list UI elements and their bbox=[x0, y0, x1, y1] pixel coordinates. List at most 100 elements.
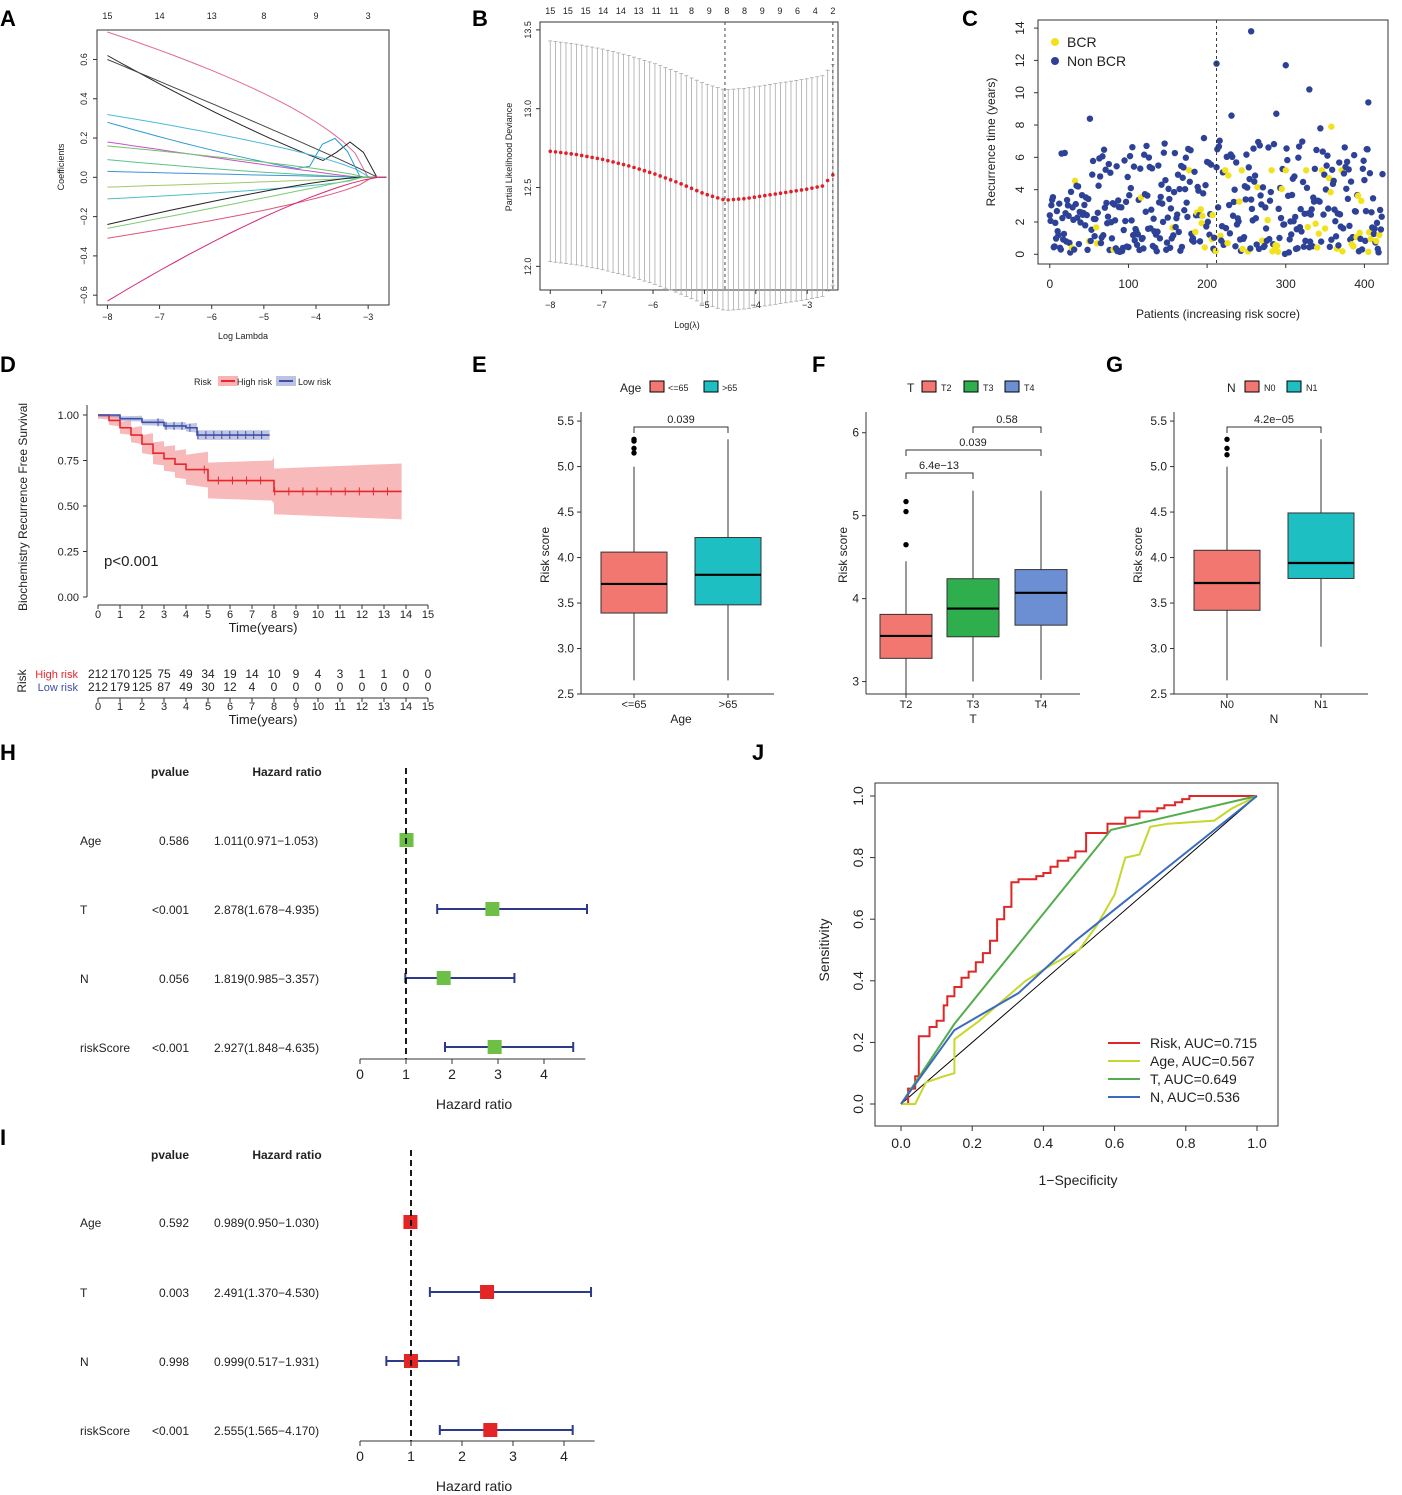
panel-c-frame bbox=[1037, 19, 1389, 265]
panel-b-toptick-label: 8 bbox=[724, 6, 729, 16]
panel-c-point-nonbcr bbox=[1251, 178, 1258, 185]
panel-c-point-nonbcr bbox=[1262, 225, 1270, 232]
panel-b-point bbox=[726, 198, 731, 202]
panel-e-outlier bbox=[631, 445, 637, 452]
panel-c-point-nonbcr bbox=[1323, 162, 1330, 169]
panel-d: Risk High risk Low risk 0.00 0.25 0.50 0.75… bbox=[15, 376, 434, 727]
panel-c-point-bcr bbox=[1356, 229, 1363, 237]
panel-b-point bbox=[642, 168, 647, 173]
panel-c-point-bcr bbox=[1373, 237, 1380, 245]
panel-f-legend-3: T4 bbox=[1024, 383, 1035, 393]
panel-b-error-bars bbox=[548, 40, 835, 311]
panel-c-point-nonbcr bbox=[1061, 149, 1068, 157]
panel-b-point bbox=[721, 197, 725, 202]
panel-c-point-nonbcr bbox=[1280, 221, 1288, 228]
panel-g: N N0 N1 2.5 3.0 3.5 4.0 4.5 5.0 5.5 N0 N1 4.2e−… bbox=[1131, 380, 1368, 726]
panel-b-point bbox=[715, 196, 720, 200]
panel-c-point-nonbcr bbox=[1226, 230, 1234, 237]
panel-c-point-nonbcr bbox=[1118, 204, 1125, 211]
panel-c-point-nonbcr bbox=[1170, 188, 1178, 196]
panel-b-point bbox=[705, 192, 710, 197]
panel-d-table-cell: 179 bbox=[110, 680, 130, 694]
panel-a-xtick-label: −6 bbox=[207, 312, 217, 322]
panel-c-ytick-label: 14 bbox=[1013, 21, 1027, 35]
panel-b-point bbox=[637, 167, 642, 171]
panel-c-point-nonbcr bbox=[1154, 228, 1161, 235]
panel-c-point-nonbcr bbox=[1184, 213, 1191, 221]
panel-c-point-nonbcr bbox=[1075, 240, 1083, 248]
panel-h: pvalue Hazard ratio Age 0.586 1.011(0.971−… bbox=[80, 765, 589, 1112]
panel-b-toptick-label: 11 bbox=[669, 6, 678, 16]
panel-f-ytick-label: 5 bbox=[852, 509, 859, 523]
panel-c-point-nonbcr bbox=[1190, 238, 1197, 245]
panel-g-xtick-label: N0 bbox=[1220, 699, 1234, 711]
panel-c-xtick-label: 100 bbox=[1118, 277, 1138, 291]
panel-b-point bbox=[747, 196, 751, 200]
panel-c-point-nonbcr bbox=[1148, 165, 1156, 172]
panel-c-point-nonbcr bbox=[1222, 224, 1230, 232]
panel-c-point-nonbcr bbox=[1259, 184, 1267, 191]
panel-d-table-cell: 87 bbox=[157, 680, 171, 694]
panel-b-x-label: Log(λ) bbox=[674, 320, 700, 330]
panel-h-row-hr: 1.011(0.971−1.053) bbox=[214, 834, 318, 848]
panel-c-point-nonbcr bbox=[1137, 165, 1144, 172]
panel-i-x-label: Hazard ratio bbox=[436, 1478, 512, 1494]
panel-c-point-nonbcr bbox=[1170, 232, 1177, 239]
panel-j-x-label: 1−Specificity bbox=[1039, 1172, 1118, 1188]
panel-d-y-label: Biochemistry Recurrence Free Survival bbox=[16, 403, 30, 611]
panel-c-point-nonbcr bbox=[1086, 115, 1094, 122]
panel-g-legend-1: N0 bbox=[1264, 383, 1276, 393]
panel-c-point-nonbcr bbox=[1199, 190, 1207, 197]
panel-c-point-bcr bbox=[1325, 174, 1333, 182]
panel-d-xtick-label: 14 bbox=[400, 609, 412, 621]
panel-e-y-label: Risk score bbox=[538, 527, 552, 583]
panel-c-point-nonbcr bbox=[1300, 243, 1308, 250]
panel-e-x-axis: <=65 >65 bbox=[621, 694, 737, 711]
panel-g-boxes bbox=[1193, 436, 1355, 681]
panel-d-table-xtick-label: 7 bbox=[249, 701, 255, 713]
panel-i-row-name: Age bbox=[80, 1216, 102, 1230]
panel-h-row-pvalue: <0.001 bbox=[152, 1041, 189, 1055]
panel-c-point-bcr bbox=[1354, 192, 1362, 199]
panel-d-xtick-label: 7 bbox=[249, 609, 255, 621]
panel-i-xtick-label: 2 bbox=[458, 1448, 466, 1464]
panel-b-point bbox=[710, 194, 715, 199]
panel-c-point-nonbcr bbox=[1120, 226, 1127, 234]
panel-c-point-nonbcr bbox=[1200, 134, 1208, 142]
panel-a-path-coef4 bbox=[107, 114, 387, 178]
panel-d-table-cell: 75 bbox=[157, 667, 171, 681]
panel-b-point bbox=[674, 179, 678, 184]
panel-j-legend-risk: Risk, AUC=0.715 bbox=[1150, 1035, 1257, 1051]
panel-c-point-nonbcr bbox=[1162, 176, 1169, 184]
panel-c-point-nonbcr bbox=[1247, 196, 1255, 203]
panel-c-y-label: Recurrence time (years) bbox=[984, 78, 998, 207]
panel-c-point-nonbcr bbox=[1285, 249, 1293, 256]
panel-c-point-nonbcr bbox=[1291, 213, 1299, 221]
panel-d-table-cell: 0 bbox=[381, 680, 388, 694]
panel-c-point-nonbcr bbox=[1275, 205, 1282, 213]
panel-c-point-nonbcr bbox=[1127, 184, 1135, 192]
panel-c-point-nonbcr bbox=[1229, 153, 1236, 161]
panel-h-row-name: riskScore bbox=[80, 1041, 130, 1055]
panel-c-point-nonbcr bbox=[1204, 218, 1212, 226]
panel-h-row-pvalue: <0.001 bbox=[152, 903, 189, 917]
panel-d-table-xtick-label: 15 bbox=[422, 701, 434, 713]
panel-e-sig-bracket bbox=[633, 426, 729, 433]
panel-c-point-nonbcr bbox=[1307, 211, 1315, 218]
panel-c-point-nonbcr bbox=[1158, 181, 1165, 188]
panel-h-row-hr: 1.819(0.985−3.357) bbox=[214, 972, 319, 986]
panel-d-table-high-label: High risk bbox=[35, 669, 78, 681]
panel-e-ytick-label: 4.5 bbox=[557, 505, 574, 519]
panel-c-point-nonbcr bbox=[1321, 171, 1328, 178]
panel-c-point-nonbcr bbox=[1346, 222, 1353, 230]
panel-i-row-hr: 0.999(0.517−1.931) bbox=[214, 1355, 319, 1369]
panel-c-point-nonbcr bbox=[1344, 195, 1352, 203]
panel-c-point-nonbcr bbox=[1063, 196, 1071, 204]
panel-c-point-nonbcr bbox=[1100, 232, 1107, 239]
panel-h-xtick-label: 4 bbox=[540, 1066, 548, 1082]
panel-b-point bbox=[752, 195, 757, 200]
panel-h-col-hr: Hazard ratio bbox=[252, 765, 321, 779]
panel-h-row-name: T bbox=[80, 903, 88, 917]
panel-d-xtick-label: 3 bbox=[161, 609, 167, 621]
panel-c-point-nonbcr bbox=[1140, 151, 1148, 158]
